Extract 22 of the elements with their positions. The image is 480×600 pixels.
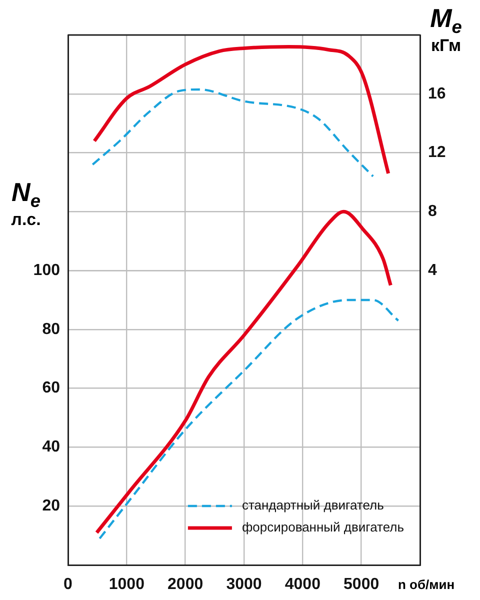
- y2-axis-title: M$_{e}$ кГм: [429, 3, 463, 56]
- x-tick-label: 3000: [226, 576, 262, 594]
- y-tick-label: 60: [42, 380, 60, 397]
- y-axis-title: N$_{e}$ л.с.: [10, 177, 42, 230]
- y-tick-label: 40: [42, 438, 60, 456]
- x-axis-title: n об/мин: [398, 577, 455, 592]
- y-tick-label: 80: [42, 320, 60, 338]
- x-tick-label: 5000: [344, 576, 380, 594]
- y-tick-label: 100: [33, 262, 60, 279]
- x-tick-label: 1000: [108, 576, 145, 594]
- y2-tick-label: 4: [428, 262, 437, 279]
- legend-label: форсированный двигатель: [242, 520, 404, 535]
- y2-tick-label: 8: [428, 203, 437, 220]
- y2-tick-label: 16: [428, 85, 446, 102]
- line-series: [92, 45, 390, 176]
- x-tick-label: 4000: [284, 576, 321, 594]
- line-series: [92, 88, 374, 178]
- legend-label: стандартный двигатель: [242, 498, 384, 513]
- x-tick-label: 0: [64, 576, 73, 594]
- x-tick-label: 2000: [168, 576, 204, 594]
- y2-tick-label: 12: [428, 144, 446, 162]
- y-tick-label: 20: [42, 498, 60, 515]
